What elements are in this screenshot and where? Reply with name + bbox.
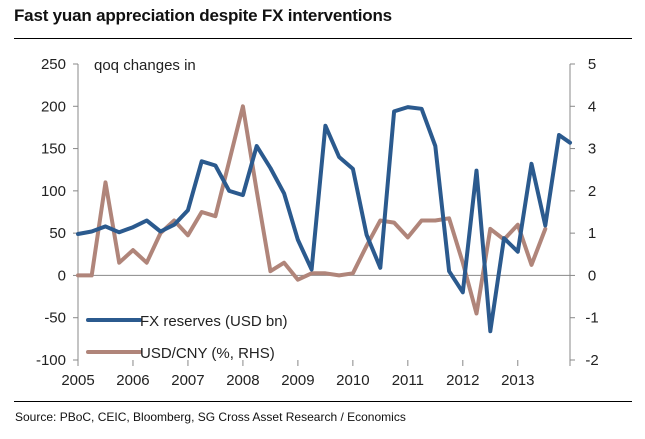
series-line-usdcny xyxy=(76,104,548,316)
x-tick-label: 2006 xyxy=(116,372,149,389)
source-rule xyxy=(14,401,632,402)
legend-label-fx-reserves: FX reserves (USD bn) xyxy=(140,313,288,330)
x-tick-label: 2013 xyxy=(501,372,534,389)
title-rule xyxy=(14,38,632,39)
x-tick-label: 2008 xyxy=(226,372,259,389)
legend-label-usdcny: USD/CNY (%, RHS) xyxy=(140,345,275,362)
y-left-tick-label: 0 xyxy=(58,267,66,284)
y-left-tick-label: -100 xyxy=(36,352,66,369)
source-note: Source: PBoC, CEIC, Bloomberg, SG Cross … xyxy=(15,410,406,424)
labels-group: 250 200 150 100 50 0 -50 -100 5 4 3 2 1 0 -1 -2 2005 2006… xyxy=(36,56,599,389)
y-right-tick-label: 1 xyxy=(588,225,596,242)
chart-title: Fast yuan appreciation despite FX interv… xyxy=(14,6,392,25)
y-right-tick-label: 0 xyxy=(588,267,596,284)
line-chart: 250 200 150 100 50 0 -50 -100 5 4 3 2 1 0 -1 -2 2005 2006… xyxy=(36,56,599,389)
y-right-tick-label: 4 xyxy=(588,98,596,115)
y-right-tick-label: -1 xyxy=(585,310,598,327)
y-right-tick-label: 3 xyxy=(588,141,596,158)
y-right-tick-label: 5 xyxy=(588,56,596,73)
y-right-tick-label: -2 xyxy=(585,352,598,369)
y-right-tick-label: 2 xyxy=(588,183,596,200)
series-line-fx-reserves xyxy=(76,105,572,334)
axes-group xyxy=(73,63,575,366)
x-tick-label: 2010 xyxy=(336,372,369,389)
x-tick-label: 2009 xyxy=(281,372,314,389)
y-left-tick-label: 100 xyxy=(41,183,66,200)
x-tick-label: 2007 xyxy=(171,372,204,389)
y-left-tick-label: 50 xyxy=(49,225,66,242)
x-tick-label: 2005 xyxy=(61,372,94,389)
y-left-tick-label: -50 xyxy=(44,310,66,327)
x-tick-label: 2012 xyxy=(446,372,479,389)
y-left-tick-label: 150 xyxy=(41,141,66,158)
axis-annotation: qoq changes in xyxy=(94,57,196,74)
y-left-tick-label: 200 xyxy=(41,98,66,115)
x-tick-label: 2011 xyxy=(392,372,424,389)
series-group xyxy=(76,104,572,334)
y-left-tick-label: 250 xyxy=(41,56,66,73)
